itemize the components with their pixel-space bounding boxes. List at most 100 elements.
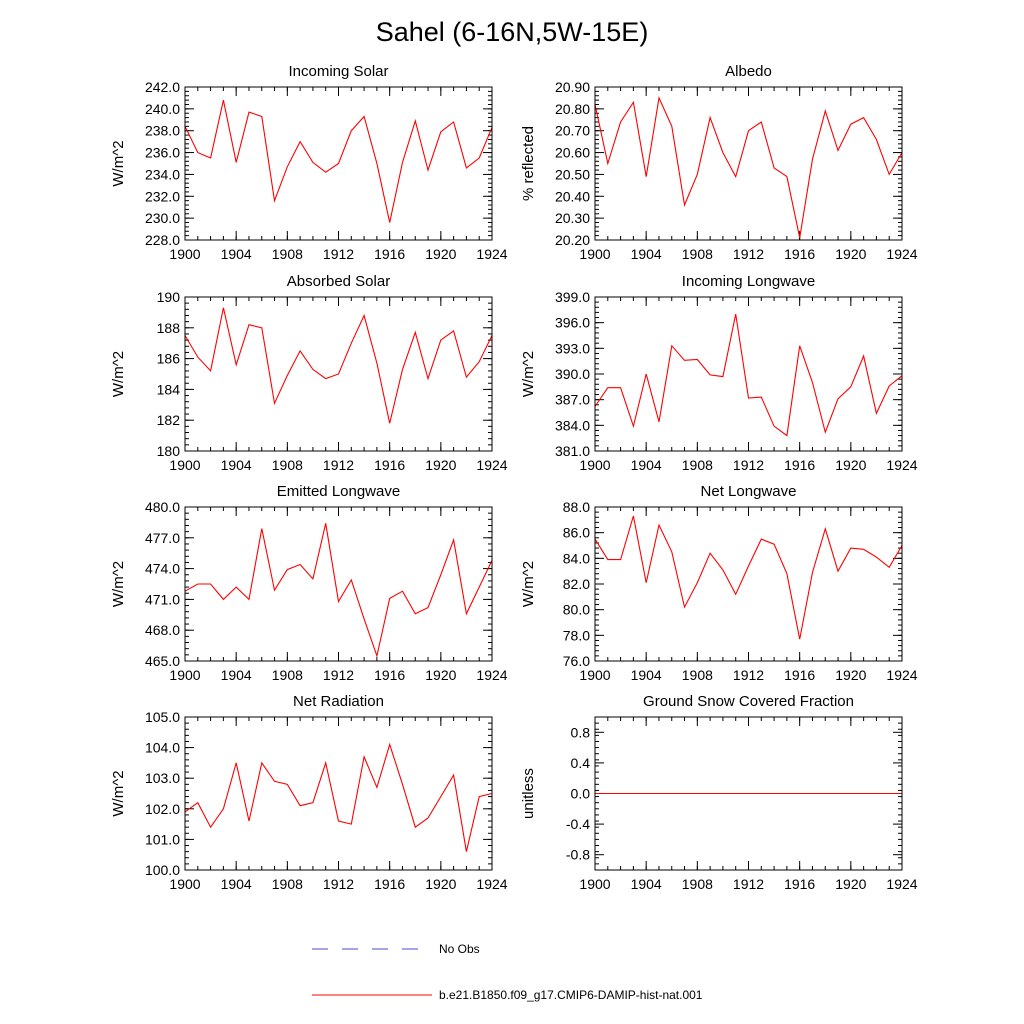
panels: Incoming Solar 1900 1904 1908 1912 1916 1920 19… xyxy=(110,63,918,892)
panel-emitted-longwave-title: Emitted Longwave xyxy=(277,483,400,500)
x-tick-label: 1908 xyxy=(682,876,713,892)
y-tick-label: 238.0 xyxy=(145,123,180,139)
x-tick-label: 1924 xyxy=(476,246,507,262)
panel-incoming-solar: Incoming Solar 1900 1904 1908 1912 1916 1920 19… xyxy=(110,63,508,262)
y-tick-label: 190 xyxy=(157,289,181,305)
panel-incoming-solar-series-line xyxy=(184,99,493,223)
panel-incoming-solar-title: Incoming Solar xyxy=(288,63,388,80)
x-tick-label: 1920 xyxy=(835,667,866,683)
legend-label-model-run: b.e21.B1850.f09_g17.CMIP6-DAMIP-hist-nat… xyxy=(439,988,703,1002)
panel-net-radiation-series-line xyxy=(184,742,493,852)
y-tick-label: 20.30 xyxy=(555,210,590,226)
x-tick-label: 1924 xyxy=(886,246,917,262)
panel-absorbed-solar-title: Absorbed Solar xyxy=(287,273,390,290)
y-tick-label: 88.0 xyxy=(563,499,590,515)
panel-net-radiation-title: Net Radiation xyxy=(293,693,384,710)
x-tick-label: 1900 xyxy=(579,457,610,473)
x-tick-label: 1920 xyxy=(835,876,866,892)
y-tick-label: -0.8 xyxy=(566,847,590,863)
x-tick-label: 1916 xyxy=(374,876,405,892)
panel-albedo-title: Albedo xyxy=(725,63,772,80)
y-tick-label: 184 xyxy=(157,381,181,397)
x-tick-label: 1916 xyxy=(784,876,815,892)
y-tick-label: 234.0 xyxy=(145,166,180,182)
x-tick-label: 1924 xyxy=(886,876,917,892)
x-tick-label: 1916 xyxy=(784,457,815,473)
x-tick-label: 1904 xyxy=(631,667,662,683)
x-tick-label: 1924 xyxy=(476,667,507,683)
y-tick-label: 230.0 xyxy=(145,210,180,226)
x-tick-label: 1916 xyxy=(374,667,405,683)
panel-net-longwave: Net Longwave 1900 1904 1908 1912 1916 1920 1924… xyxy=(520,483,918,683)
x-tick-label: 1908 xyxy=(682,246,713,262)
panel-emitted-longwave-ylabel: W/m^2 xyxy=(110,561,127,607)
x-tick-label: 1912 xyxy=(323,876,354,892)
panel-net-radiation: Net Radiation 1900 1904 1908 1912 1916 1920 192… xyxy=(110,693,508,892)
y-tick-label: 236.0 xyxy=(145,145,180,161)
y-tick-label: 82.0 xyxy=(563,576,590,592)
x-tick-label: 1916 xyxy=(784,246,815,262)
x-tick-label: 1900 xyxy=(579,667,610,683)
x-tick-label: 1900 xyxy=(579,246,610,262)
panel-emitted-longwave-frame xyxy=(184,506,493,662)
y-tick-label: 20.70 xyxy=(555,123,590,139)
y-tick-label: 240.0 xyxy=(145,101,180,117)
x-tick-label: 1900 xyxy=(169,246,200,262)
y-tick-label: 20.90 xyxy=(555,79,590,95)
y-tick-label: 228.0 xyxy=(145,232,180,248)
y-tick-label: 86.0 xyxy=(563,525,590,541)
x-tick-label: 1904 xyxy=(221,246,252,262)
y-tick-label: 232.0 xyxy=(145,188,180,204)
y-tick-label: 384.0 xyxy=(555,417,590,433)
x-tick-label: 1908 xyxy=(272,667,303,683)
x-tick-label: 1920 xyxy=(425,457,456,473)
panel-albedo-series-line xyxy=(594,96,903,238)
x-tick-label: 1908 xyxy=(682,667,713,683)
y-tick-label: 399.0 xyxy=(555,289,590,305)
y-tick-label: -0.4 xyxy=(566,816,590,832)
x-tick-label: 1924 xyxy=(476,457,507,473)
y-tick-label: 102.0 xyxy=(145,801,180,817)
panel-albedo: Albedo 1900 1904 1908 1912 1916 1920 1924 20.20 2… xyxy=(520,63,918,262)
panel-ground-snow-covered-fraction-ylabel: unitless xyxy=(520,768,537,819)
x-tick-label: 1912 xyxy=(323,246,354,262)
panel-emitted-longwave-series-line xyxy=(184,523,493,658)
panel-net-longwave-title: Net Longwave xyxy=(701,483,797,500)
panel-albedo-frame xyxy=(594,86,903,241)
y-tick-label: 0.0 xyxy=(571,786,591,802)
y-tick-label: 100.0 xyxy=(145,862,180,878)
y-tick-label: 188 xyxy=(157,320,181,336)
x-tick-label: 1924 xyxy=(476,876,507,892)
y-tick-label: 101.0 xyxy=(145,831,180,847)
panel-net-longwave-ylabel: W/m^2 xyxy=(520,561,537,607)
y-tick-label: 0.8 xyxy=(571,724,591,740)
x-tick-label: 1912 xyxy=(733,876,764,892)
panel-incoming-longwave-title: Incoming Longwave xyxy=(682,273,815,290)
y-tick-label: 387.0 xyxy=(555,392,590,408)
y-tick-label: 471.0 xyxy=(145,591,180,607)
panel-ground-snow-covered-fraction-frame xyxy=(594,716,903,871)
panel-net-longwave-series-line xyxy=(594,515,903,640)
x-tick-label: 1908 xyxy=(682,457,713,473)
panel-albedo-ylabel: % reflected xyxy=(520,126,537,201)
panel-incoming-longwave-frame xyxy=(594,296,903,452)
y-tick-label: 465.0 xyxy=(145,653,180,669)
x-tick-label: 1912 xyxy=(733,667,764,683)
panel-absorbed-solar: Absorbed Solar 1900 1904 1908 1912 1916 1920 19… xyxy=(110,273,508,473)
x-tick-label: 1904 xyxy=(221,667,252,683)
x-tick-label: 1912 xyxy=(323,457,354,473)
panel-net-longwave-frame xyxy=(594,506,903,662)
x-tick-label: 1900 xyxy=(169,876,200,892)
x-tick-label: 1912 xyxy=(323,667,354,683)
x-tick-label: 1916 xyxy=(374,246,405,262)
x-tick-label: 1920 xyxy=(835,457,866,473)
x-tick-label: 1924 xyxy=(886,457,917,473)
x-tick-label: 1904 xyxy=(221,876,252,892)
y-tick-label: 80.0 xyxy=(563,602,590,618)
y-tick-label: 468.0 xyxy=(145,622,180,638)
y-tick-label: 78.0 xyxy=(563,627,590,643)
legend: No Obs b.e21.B1850.f09_g17.CMIP6-DAMIP-h… xyxy=(312,942,703,1002)
y-tick-label: 20.50 xyxy=(555,166,590,182)
y-tick-label: 84.0 xyxy=(563,550,590,566)
